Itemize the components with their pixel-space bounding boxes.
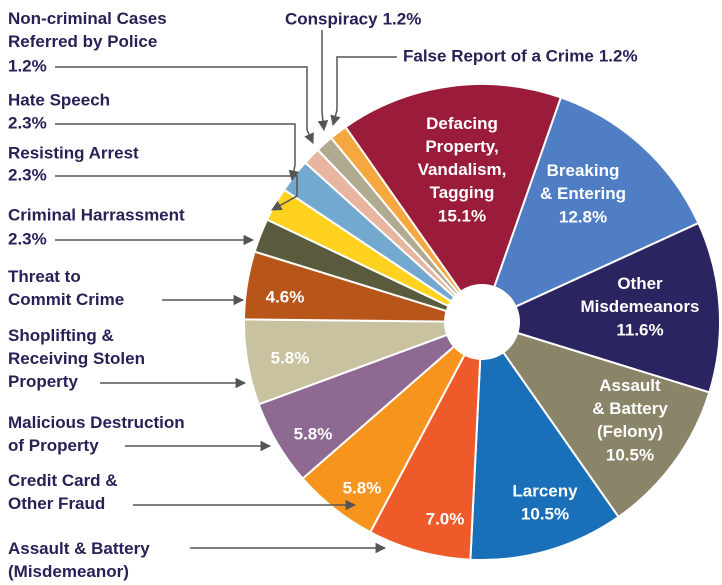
slice [479, 320, 711, 519]
leader-line [330, 56, 397, 127]
leader-line [317, 30, 329, 132]
slice-label: Criminal Harrassment [8, 205, 185, 224]
slice [479, 221, 721, 394]
slice-label: Breaking & Entering [540, 161, 626, 203]
value-label: 10.5% [521, 504, 569, 523]
slice-label: Conspiracy [285, 9, 378, 28]
value-label: 5.8% [271, 348, 310, 367]
slice-label: Other Misdemeanors [580, 274, 699, 316]
slice-label: False Report of a Crime [403, 46, 594, 65]
slice-label: Credit Card & Other Fraud [8, 471, 118, 513]
value-label: 2.3% [8, 113, 47, 132]
value-label: 5.8% [294, 424, 333, 443]
value-label: 1.2% [599, 46, 638, 65]
value-label: 12.8% [559, 207, 607, 226]
value-label: 1.2% [8, 56, 47, 75]
slice-label: Larceny [512, 481, 578, 500]
slice-label: Hate Speech [8, 90, 110, 109]
value-label: 2.3% [8, 229, 47, 248]
value-label: 7.0% [426, 509, 465, 528]
slice-label: Resisting Arrest [8, 143, 139, 162]
slice [368, 321, 483, 561]
slice [329, 125, 483, 323]
slice-label: Assault & Battery (Felony) [592, 376, 668, 441]
slice-label: Defacing Property, Vandalism, Tagging [418, 114, 507, 202]
leader-line [55, 66, 314, 144]
value-label: 10.5% [606, 445, 654, 464]
slice-label: Shoplifting & Receiving Stolen Property [8, 326, 145, 391]
slice [480, 96, 700, 324]
value-label: 1.2% [383, 9, 422, 28]
slice-label: Threat to Commit Crime [8, 267, 124, 309]
value-label: 15.1% [438, 206, 486, 225]
slice [344, 83, 563, 325]
value-label: 11.6% [616, 320, 663, 339]
slice-label: Malicious Destruction of Property [8, 413, 185, 455]
leader-line [55, 123, 300, 182]
value-label: 4.6% [266, 287, 305, 306]
donut-hole [444, 284, 520, 360]
value-label: 2.3% [8, 165, 47, 184]
value-label: 5.8% [343, 478, 382, 497]
leader-line [55, 175, 298, 211]
slice [469, 319, 620, 561]
slice-label: Assault & Battery (Misdemeanor) [8, 539, 150, 581]
slice-label: Non-criminal Cases Referred by Police [8, 9, 167, 51]
